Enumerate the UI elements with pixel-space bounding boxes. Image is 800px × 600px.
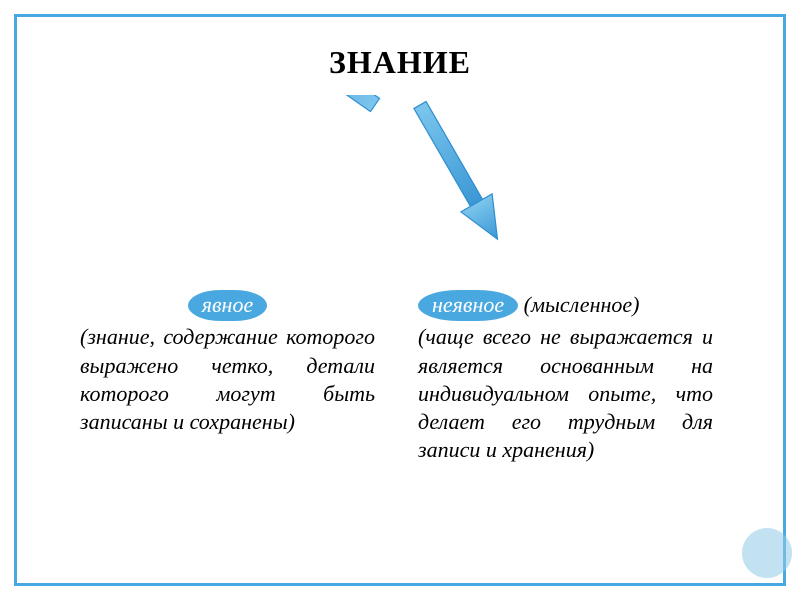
frame-left [14,14,17,586]
left-heading-row: явное [80,290,375,321]
right-description: (чаще всего не выражается и является осн… [418,323,713,464]
right-heading-extra: (мысленное) [518,292,639,317]
left-description: (знание, содержание которого выражено че… [80,323,375,436]
frame-right [783,14,786,586]
left-column: явное (знание, содержание которого выраж… [80,290,375,436]
frame-bottom [14,583,786,586]
branch-arrows [240,95,540,265]
corner-ornament [742,528,792,578]
slide: ЗНАНИЕ явное (знание, содержание которог… [0,0,800,600]
right-column: неявное (мысленное) (чаще всего не выраж… [418,290,713,464]
diagram-title: ЗНАНИЕ [0,44,800,81]
right-heading-row: неявное (мысленное) [418,290,713,321]
left-bubble: явное [188,290,267,321]
right-bubble: неявное [418,290,518,321]
frame-top [14,14,786,17]
